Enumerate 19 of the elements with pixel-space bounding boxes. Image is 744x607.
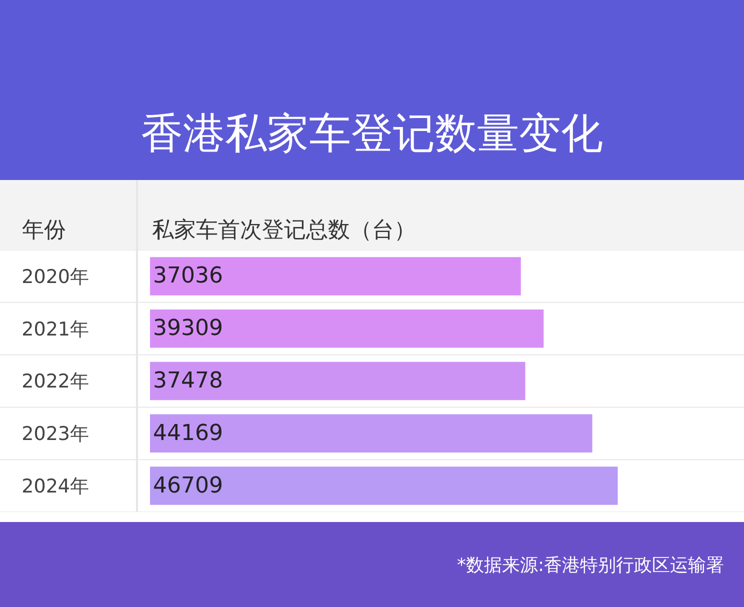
bar bbox=[150, 362, 526, 400]
y-tick-label: 2021年 bbox=[22, 318, 89, 340]
y-axis-title: 年份 bbox=[22, 218, 66, 243]
x-axis-title: 私家车首次登记总数（台） bbox=[152, 218, 416, 243]
data-label: 39309 bbox=[153, 316, 223, 342]
y-tick-label: 2022年 bbox=[22, 370, 89, 393]
y-tick-label: 2023年 bbox=[22, 423, 89, 446]
bar bbox=[150, 466, 618, 505]
data-label: 37036 bbox=[153, 264, 223, 289]
y-tick-label: 2020年 bbox=[22, 266, 89, 288]
data-label: 46709 bbox=[153, 473, 223, 498]
data-label: 44169 bbox=[153, 420, 223, 446]
y-tick-label: 2024年 bbox=[22, 475, 89, 498]
chart-title: 香港私家车登记数量变化 bbox=[141, 108, 603, 158]
data-label: 37478 bbox=[153, 368, 223, 394]
text: *数据来源:香港特别行政区运输署 bbox=[457, 555, 724, 576]
bar bbox=[150, 309, 544, 348]
bar bbox=[150, 414, 592, 453]
bar bbox=[150, 257, 521, 296]
